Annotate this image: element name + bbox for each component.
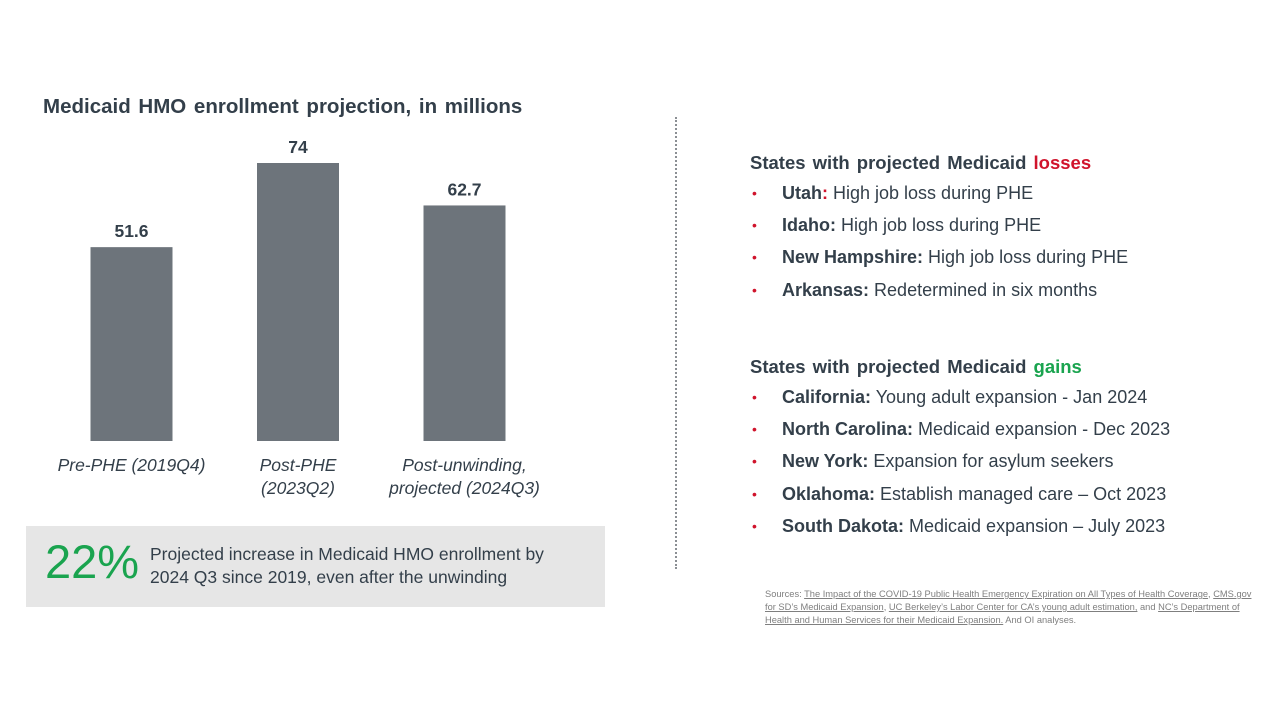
callout-text: Projected increase in Medicaid HMO enrol… xyxy=(150,543,544,589)
category-label: Post-unwinding, xyxy=(402,455,527,475)
gains-section: States with projected Medicaid gains • C… xyxy=(750,356,1170,542)
chart-title: Medicaid HMO enrollment projection, in m… xyxy=(43,95,523,118)
gains-title-emphasis: gains xyxy=(1033,356,1082,377)
gains-title-prefix: States with projected Medicaid xyxy=(750,356,1027,377)
bullet-icon: • xyxy=(752,485,757,502)
losses-section: States with projected Medicaid losses • … xyxy=(750,152,1128,306)
sources-prefix: Sources: xyxy=(765,589,805,599)
bar-value-label: 62.7 xyxy=(447,179,481,199)
state-name: North Carolina: xyxy=(782,419,914,440)
list-item: • New York: Expansion for asylum seekers xyxy=(750,445,1170,477)
category-label: projected (2024Q3) xyxy=(388,478,540,498)
state-name: Arkansas: xyxy=(782,279,870,300)
state-name: South Dakota: xyxy=(782,515,905,536)
list-item: • Utah: High job loss during PHE xyxy=(750,177,1128,209)
bullet-icon: • xyxy=(752,421,757,438)
category-label: (2023Q2) xyxy=(261,478,335,498)
state-desc: Expansion for asylum seekers xyxy=(868,451,1114,472)
bar-2 xyxy=(423,205,506,441)
losses-title: States with projected Medicaid losses xyxy=(750,152,1128,174)
bullet-icon: • xyxy=(752,249,757,266)
losses-title-prefix: States with projected Medicaid xyxy=(750,152,1027,173)
state-name: Oklahoma: xyxy=(782,483,876,504)
state-name: Utah xyxy=(782,183,822,203)
state-desc: High job loss during PHE xyxy=(923,247,1129,268)
bullet-icon: • xyxy=(752,185,757,201)
callout-percent: 22% xyxy=(45,535,140,588)
state-desc: Medicaid expansion - Dec 2023 xyxy=(913,419,1171,440)
bullet-icon: • xyxy=(752,517,757,534)
state-name: New Hampshire: xyxy=(782,247,924,268)
state-name: California: xyxy=(782,387,872,407)
state-desc: Medicaid expansion – July 2023 xyxy=(904,515,1166,536)
state-desc: Young adult expansion - Jan 2024 xyxy=(871,387,1148,407)
bullet-icon: • xyxy=(752,281,757,298)
list-item: • North Carolina: Medicaid expansion - D… xyxy=(750,413,1170,445)
source-link-covid-impact[interactable]: The Impact of the COVID-19 Public Health… xyxy=(804,589,1209,599)
source-link-cms[interactable]: CMS.gov for SD’s Medicaid Expansion xyxy=(765,589,1252,612)
state-desc: High job loss during PHE xyxy=(836,215,1042,236)
sources-separator: and xyxy=(1137,602,1159,612)
bar-value-label: 51.6 xyxy=(114,221,148,241)
state-desc: Redetermined in six months xyxy=(869,279,1098,300)
list-item: • Oklahoma: Establish managed care – Oct… xyxy=(750,478,1170,510)
list-item: • South Dakota: Medicaid expansion – Jul… xyxy=(750,510,1170,542)
sources-note: Sources: The Impact of the COVID-19 Publ… xyxy=(765,588,1255,627)
state-name: New York: xyxy=(782,451,869,472)
bullet-icon: • xyxy=(752,453,757,470)
sources-separator: , xyxy=(1208,589,1214,599)
gains-title: States with projected Medicaid gains xyxy=(750,356,1170,378)
callout-line-2: 2024 Q3 since 2019, even after the unwin… xyxy=(150,567,508,587)
losses-list: • Utah: High job loss during PHE • Idaho… xyxy=(750,177,1128,306)
callout-box: 22% Projected increase in Medicaid HMO e… xyxy=(26,526,605,607)
sources-separator: , xyxy=(883,602,889,612)
bullet-icon: • xyxy=(752,217,757,234)
bullet-icon: • xyxy=(752,389,757,405)
category-label: Post-PHE xyxy=(260,455,337,475)
bar-value-label: 74 xyxy=(288,137,308,157)
state-desc: High job loss during PHE xyxy=(828,183,1034,203)
losses-title-emphasis: losses xyxy=(1033,152,1092,173)
list-item: • New Hampshire: High job loss during PH… xyxy=(750,241,1128,273)
bar-0 xyxy=(90,247,173,441)
state-name: Idaho: xyxy=(782,215,836,236)
list-item: • California: Young adult expansion - Ja… xyxy=(750,381,1170,413)
source-link-nc-dhhs[interactable]: NC’s Department of Health and Human Serv… xyxy=(765,602,1240,625)
sources-suffix: And OI analyses. xyxy=(1003,615,1077,625)
source-link-uc-berkeley[interactable]: UC Berkeley’s Labor Center for CA’s youn… xyxy=(888,602,1138,612)
list-item: • Arkansas: Redetermined in six months xyxy=(750,274,1128,306)
category-label: Pre-PHE (2019Q4) xyxy=(58,455,206,475)
state-colon: : xyxy=(822,183,828,203)
state-desc: Establish managed care – Oct 2023 xyxy=(875,483,1167,504)
gains-list: • California: Young adult expansion - Ja… xyxy=(750,381,1170,542)
bar-1 xyxy=(257,163,339,441)
dotted-divider xyxy=(675,117,677,569)
callout-line-1: Projected increase in Medicaid HMO enrol… xyxy=(150,544,544,564)
list-item: • Idaho: High job loss during PHE xyxy=(750,209,1128,241)
bar-chart: 51.6 Pre-PHE (2019Q4) 74 Post-PHE (2023Q2) 62… xyxy=(58,137,540,498)
